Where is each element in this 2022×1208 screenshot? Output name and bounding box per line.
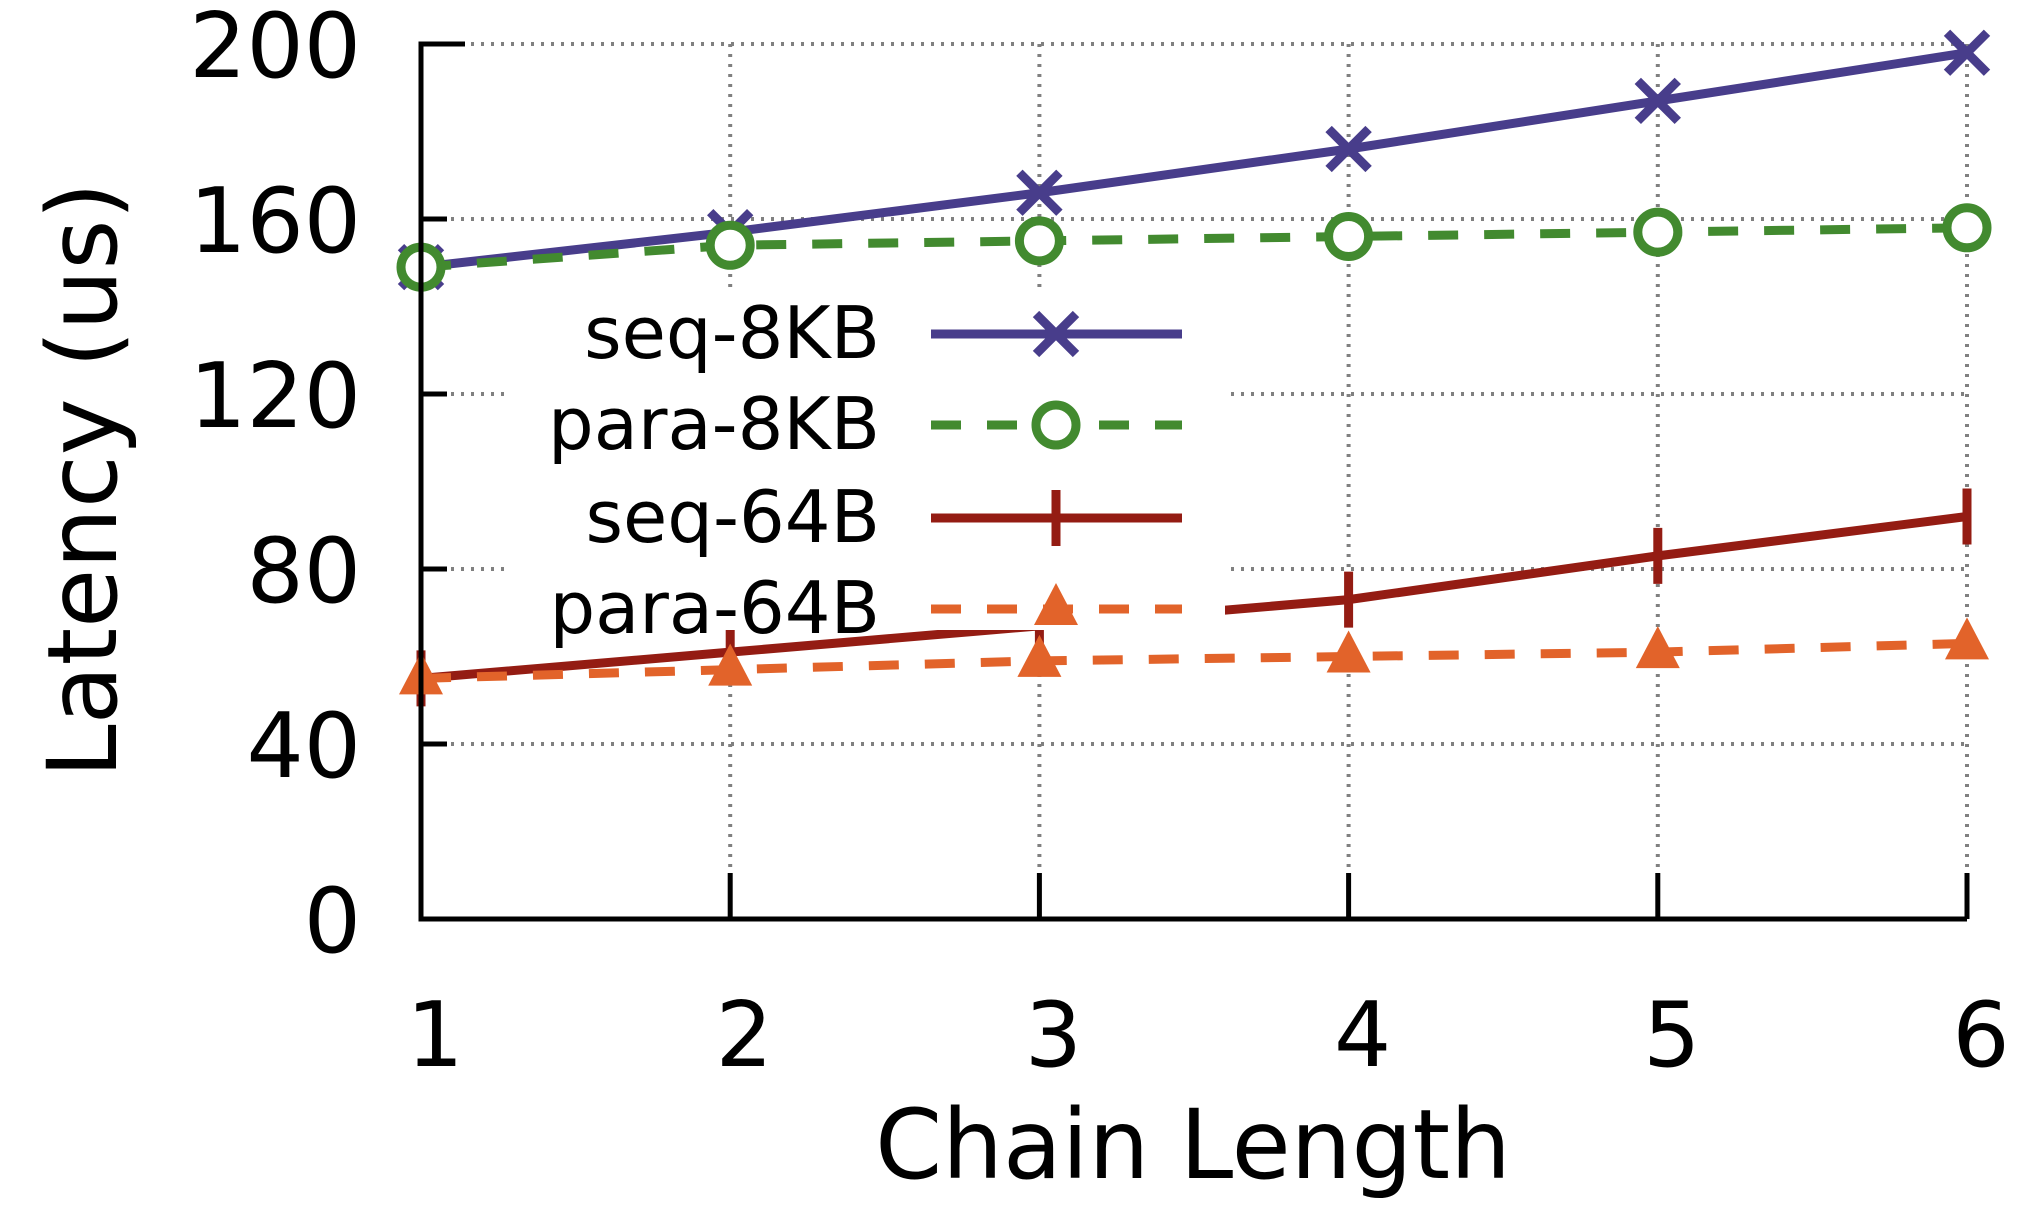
- axes: 0 40 80 120 160 200 1 2 3 4 5 6: [189, 0, 2009, 1088]
- marker-triangle: [1034, 583, 1078, 625]
- y-tick-label: 0: [304, 869, 361, 974]
- x-tick-label: 3: [1025, 983, 1082, 1088]
- marker-x: [1634, 77, 1681, 125]
- marker-circle: [705, 220, 755, 270]
- y-tick-label: 160: [189, 169, 361, 274]
- x-tick-label: 5: [1643, 983, 1700, 1088]
- legend-label: para-64B: [549, 566, 880, 650]
- marker-stroke: [1943, 29, 1991, 76]
- marker-stroke: [1016, 169, 1063, 216]
- marker-x: [1016, 169, 1063, 216]
- legend-background: [510, 290, 1225, 630]
- marker-stroke: [1634, 77, 1681, 125]
- series-line: [420, 223, 1968, 272]
- x-axis-label: Chain Length: [875, 1089, 1511, 1201]
- marker-x: [1032, 310, 1080, 358]
- marker-circle: [1031, 400, 1081, 450]
- series-seq-8KB: [397, 29, 1991, 291]
- axis-lines: [418, 41, 1967, 922]
- marker-x: [1943, 29, 1991, 76]
- legend-label: seq-64B: [585, 475, 880, 559]
- x-tick-label: 6: [1952, 983, 2009, 1088]
- series-line: [420, 638, 1968, 683]
- y-tick-label: 120: [189, 344, 361, 449]
- marker-triangle: [1326, 630, 1371, 673]
- y-tick-label: 200: [189, 0, 361, 99]
- marker-circle: [1942, 203, 1992, 253]
- x-tick-label: 4: [1334, 983, 1391, 1088]
- series-para-64B: [399, 617, 1989, 695]
- marker-triangle: [1635, 626, 1680, 669]
- x-tick-label: 2: [716, 983, 773, 1088]
- marker-circle: [1633, 207, 1683, 257]
- marker-stroke: [1032, 310, 1080, 358]
- y-tick-label: 40: [246, 694, 361, 799]
- series-line: [420, 48, 1968, 272]
- marker-stroke: [1325, 125, 1372, 173]
- y-tick-label: 80: [246, 519, 361, 624]
- marker-circle: [1014, 216, 1064, 266]
- x-tick-label: 1: [406, 983, 463, 1088]
- marker-x: [1325, 125, 1372, 173]
- y-axis-label: Latency (us): [27, 182, 139, 778]
- marker-triangle: [1017, 634, 1062, 677]
- marker-triangle: [708, 643, 753, 686]
- legend-label: seq-8KB: [584, 291, 880, 375]
- marker-circle: [1324, 212, 1374, 261]
- marker-triangle: [1945, 617, 1989, 660]
- legend-label: para-8KB: [548, 382, 880, 466]
